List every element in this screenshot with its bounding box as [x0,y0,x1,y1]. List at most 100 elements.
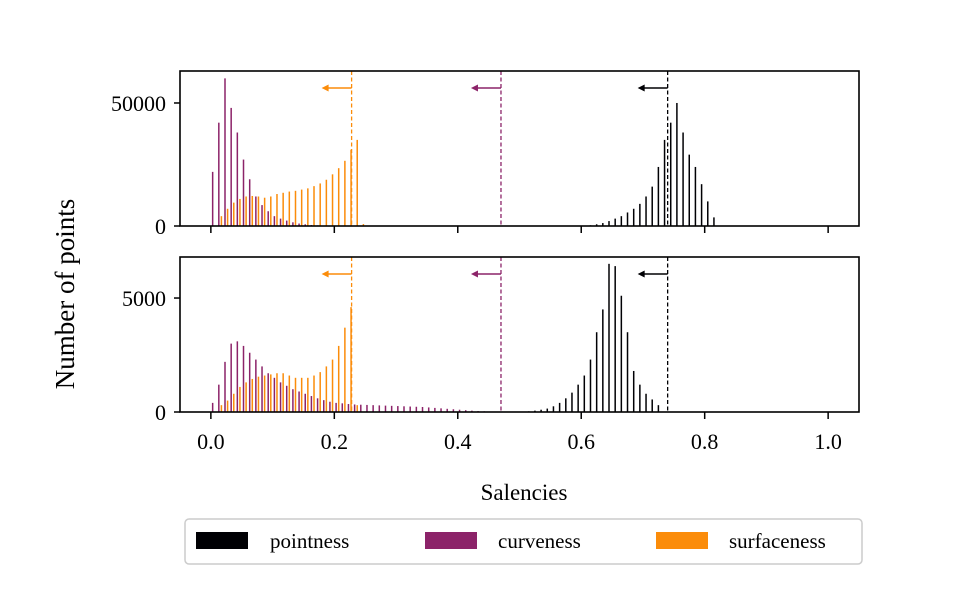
bottom-surfaceness-bar [270,374,272,412]
bottom-pointness-bar [577,384,579,412]
top-surfaceness-bar [263,197,266,226]
bottom-pointness-bar [620,295,623,412]
bottom-surfaceness-bar [319,372,321,412]
bottom-surfaceness-bar [233,393,235,412]
y-axis-label: Number of points [50,199,80,389]
bottom-pointness-threshold-arrow-head [637,270,645,278]
bottom-curveness-bar [458,409,461,412]
bottom-curveness-bar [298,391,300,412]
legend-label-surfaceness: surfaceness [729,529,826,553]
top-curveness-bar [224,78,226,226]
top-panel-x-ticks [210,226,829,233]
top-surfaceness-bar [226,208,229,226]
top-curveness-threshold-arrow-head [470,84,478,92]
top-surfaceness-bar [300,189,303,226]
bottom-curveness-bar [310,396,313,412]
bottom-surfaceness-bar [325,366,328,412]
bottom-surfaceness-bar [251,378,254,412]
bottom-curveness-bar [353,404,356,412]
top-pointness-bar [651,186,653,226]
top-y-tick-label: 50000 [111,91,166,116]
bottom-curveness-bar [378,405,381,412]
top-pointness-bar [713,217,715,226]
bottom-surfaceness-bar [313,375,315,412]
legend-box [184,518,863,565]
bottom-pointness-bar [552,406,555,412]
bottom-curveness-bar [372,405,374,412]
top-curveness-bar [218,122,220,226]
bottom-surfaceness-bar [307,377,309,412]
bottom-surfaceness-bar [239,386,241,412]
top-panel-frame [179,70,860,227]
bottom-surfaceness-bar [344,327,346,412]
bottom-curveness-bar [464,410,467,412]
top-panel: 0 50000 [111,70,860,239]
bottom-curveness-bar [360,404,362,412]
bottom-curveness-bar [341,403,344,412]
bottom-pointness-bar [639,384,641,412]
top-pointness-bar [688,154,690,226]
bottom-pointness-bar [583,375,586,412]
top-surfaceness-bar [337,168,340,226]
bottom-curveness-bar [236,341,239,412]
top-pointness-bar [707,201,709,226]
bottom-curveness-bar [304,393,306,412]
bottom-curveness-bar [421,406,424,412]
bottom-curveness-bar [248,352,251,412]
bottom-surfaceness-threshold-arrow-head [321,270,329,278]
top-curveness-bar [267,211,269,226]
bottom-curveness-bar [434,407,436,412]
bottom-panel-x-ticks: 0.0 0.2 0.4 0.6 0.8 1.0 [197,412,842,454]
bottom-pointness-bar [626,332,629,412]
top-surfaceness-bar [239,198,241,226]
top-surfaceness-bar [251,195,254,226]
bottom-curveness-bar [279,382,282,412]
bottom-y-tick-label: 5000 [122,286,166,311]
bottom-pointness-bar [614,266,616,412]
bottom-y-tick-label: 0 [155,400,166,425]
top-pointness-bar [676,102,678,226]
bottom-surfaceness-bar [356,405,358,412]
top-panel-y-ticks: 0 50000 [111,91,180,239]
bottom-pointness-bar [645,393,647,412]
top-curveness-bar [230,107,232,226]
top-pointness-bar [645,196,647,226]
top-pointness-bar [639,203,641,226]
bottom-curveness-bar [366,404,368,412]
bottom-pointness-bar [589,359,592,412]
bottom-curveness-bar [211,402,214,412]
top-pointness-bar [626,212,629,226]
top-pointness-bar [620,216,623,226]
bottom-pointness-bar [558,402,561,412]
x-tick-label: 0.2 [321,429,349,454]
top-curveness-bar [273,216,276,226]
x-axis-label: Salencies [481,480,568,505]
top-pointness-bar [632,208,635,226]
bottom-curveness-bar [323,400,325,412]
bottom-pointness-bar [608,263,610,412]
top-surfaceness-bar [307,188,309,226]
bottom-curveness-bar [292,389,294,412]
bottom-pointness-bar [595,332,598,412]
bottom-curveness-bar [230,343,232,412]
top-pointness-threshold-arrow-head [637,84,645,92]
top-curveness-bar [248,179,251,226]
top-surfaceness-bar [245,196,247,226]
bottom-pointness-bar [546,408,549,412]
top-pointness-bar [614,218,616,226]
bottom-pointness-bar [571,392,573,413]
top-surfaceness-bar [344,160,346,226]
bottom-pointness-bar [565,398,567,412]
bottom-curveness-bar [427,407,430,412]
bottom-surfaceness-bar [276,373,278,412]
bottom-curveness-bar [403,406,405,412]
bottom-surfaceness-bar [282,373,284,412]
bottom-curveness-bar [255,359,257,412]
bottom-panel-y-ticks: 0 5000 [122,286,180,425]
bottom-surfaceness-bar [337,345,340,412]
top-surfaceness-bar [220,216,223,226]
legend-label-curveness: curveness [498,529,581,553]
bottom-surfaceness-bar [226,400,229,412]
top-surfaceness-bar [288,191,291,226]
